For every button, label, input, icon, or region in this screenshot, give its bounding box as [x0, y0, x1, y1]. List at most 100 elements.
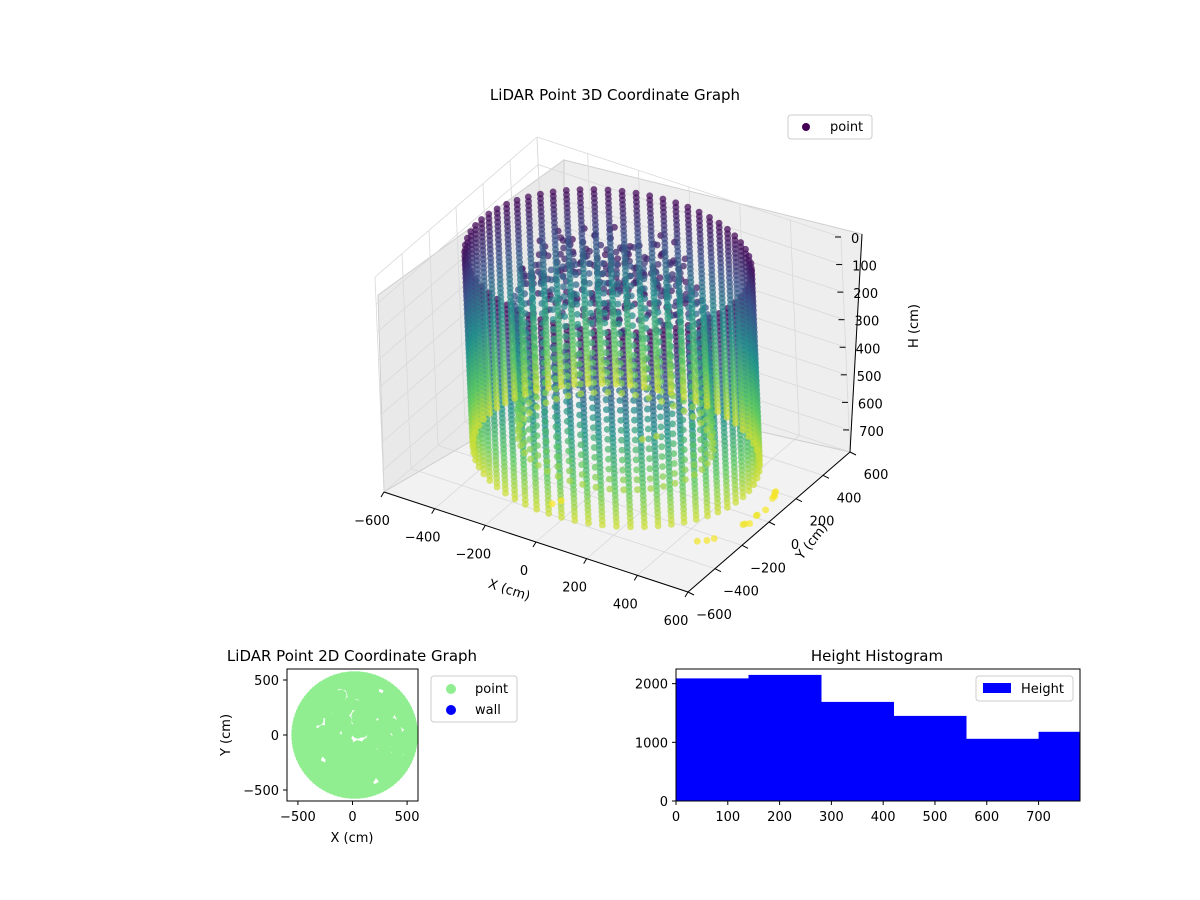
point-3d: [564, 437, 572, 445]
point-3d: [544, 252, 552, 260]
point-3d: [549, 316, 557, 323]
x-axis-label-2d: X (cm): [331, 831, 374, 846]
point-3d: [620, 486, 628, 494]
point-3d: [560, 283, 567, 291]
point-3d: [550, 326, 557, 333]
point-3d: [645, 435, 653, 443]
point-3d: [576, 380, 584, 388]
point-2d: [390, 743, 402, 755]
point-2d: [371, 755, 383, 767]
point-3d: [615, 330, 623, 338]
point-3d: [653, 241, 661, 249]
x-tick-label-3d: −400: [405, 531, 441, 546]
point-3d: [612, 260, 620, 268]
point-3d: [525, 399, 533, 407]
x-tick-3d: [532, 541, 537, 548]
grid-left-h: [374, 136, 538, 278]
point-3d: [552, 385, 560, 393]
point-3d: [573, 291, 580, 298]
point-3d: [472, 456, 479, 464]
point-3d: [657, 413, 664, 421]
point-3d: [602, 339, 610, 347]
point-3d: [542, 428, 550, 435]
point-3d: [585, 270, 593, 277]
x-tick-label-2d: 500: [395, 810, 420, 825]
point-3d: [552, 413, 559, 421]
point-3d: [660, 483, 667, 490]
point-3d: [566, 467, 573, 475]
point-3d: [617, 417, 625, 424]
point-3d: [585, 519, 592, 527]
point-3d: [472, 428, 479, 436]
y-tick-label-hist: 1000: [635, 736, 668, 751]
point-3d: [590, 389, 598, 396]
legend-3d-label: point: [830, 120, 863, 135]
y-tick-label-hist: 0: [660, 795, 668, 810]
point-3d: [575, 340, 582, 348]
point-3d: [571, 517, 579, 524]
point-3d: [576, 411, 583, 419]
point-3d: [598, 380, 606, 387]
point-2d: [367, 730, 379, 742]
point-2d: [329, 725, 341, 737]
point-3d: [619, 456, 626, 464]
point-3d: [603, 416, 611, 423]
point-3d: [750, 481, 758, 489]
point-3d: [543, 448, 550, 455]
point-3d: [668, 521, 675, 528]
point-3d: [576, 360, 583, 368]
point-3d: [630, 342, 637, 349]
point-3d: [574, 320, 582, 328]
point-3d: [589, 359, 597, 367]
y-tick-label-3d: −600: [696, 608, 732, 623]
point-3d: [714, 408, 722, 415]
point-3d: [707, 433, 715, 440]
point-3d: [644, 405, 651, 413]
point-3d: [603, 359, 610, 367]
point-2d: [323, 744, 335, 755]
point-3d: [681, 456, 688, 463]
point-3d: [681, 466, 689, 473]
legend-3d-marker: [802, 123, 810, 131]
point-3d: [750, 440, 757, 447]
point-3d: [554, 463, 561, 470]
y-tick-label-3d: 200: [810, 515, 835, 530]
point-3d: [533, 387, 540, 395]
point-3d: [616, 407, 624, 414]
point-3d: [690, 461, 698, 469]
grid-left-h: [377, 191, 540, 333]
z-tick-label-3d: 500: [857, 370, 882, 385]
point-3d: [559, 273, 567, 281]
point-3d: [603, 379, 611, 386]
point-3d: [604, 445, 612, 453]
point-3d: [698, 466, 706, 473]
histogram-title: Height Histogram: [811, 647, 943, 665]
point-2d: [379, 730, 391, 742]
point-3d: [669, 420, 676, 428]
point-3d: [723, 413, 731, 421]
point-3d: [689, 431, 697, 439]
point-3d: [667, 389, 675, 397]
point-3d: [639, 435, 646, 443]
point-3d: [616, 350, 624, 357]
point-3d: [739, 493, 747, 501]
point-3d: [654, 261, 662, 268]
point-3d: [565, 447, 572, 455]
point-2d: [363, 761, 375, 773]
point-3d: [604, 436, 612, 443]
point-3d: [690, 451, 697, 459]
point-3d: [552, 423, 560, 431]
point-3d: [669, 440, 677, 448]
point-3d: [605, 465, 613, 473]
y-tick-3d: [714, 568, 722, 573]
x-tick-3d: [431, 508, 436, 514]
y-tick-label-3d: −400: [723, 585, 759, 600]
grid-left-y: [401, 253, 412, 469]
x-tick-3d: [380, 491, 385, 498]
legend-2d-wall-marker: [446, 705, 456, 715]
point-3d: [544, 467, 551, 475]
point-3d: [689, 403, 697, 411]
point-3d: [574, 330, 582, 338]
point-3d: [680, 407, 688, 415]
y-tick-label-hist: 2000: [635, 678, 668, 693]
